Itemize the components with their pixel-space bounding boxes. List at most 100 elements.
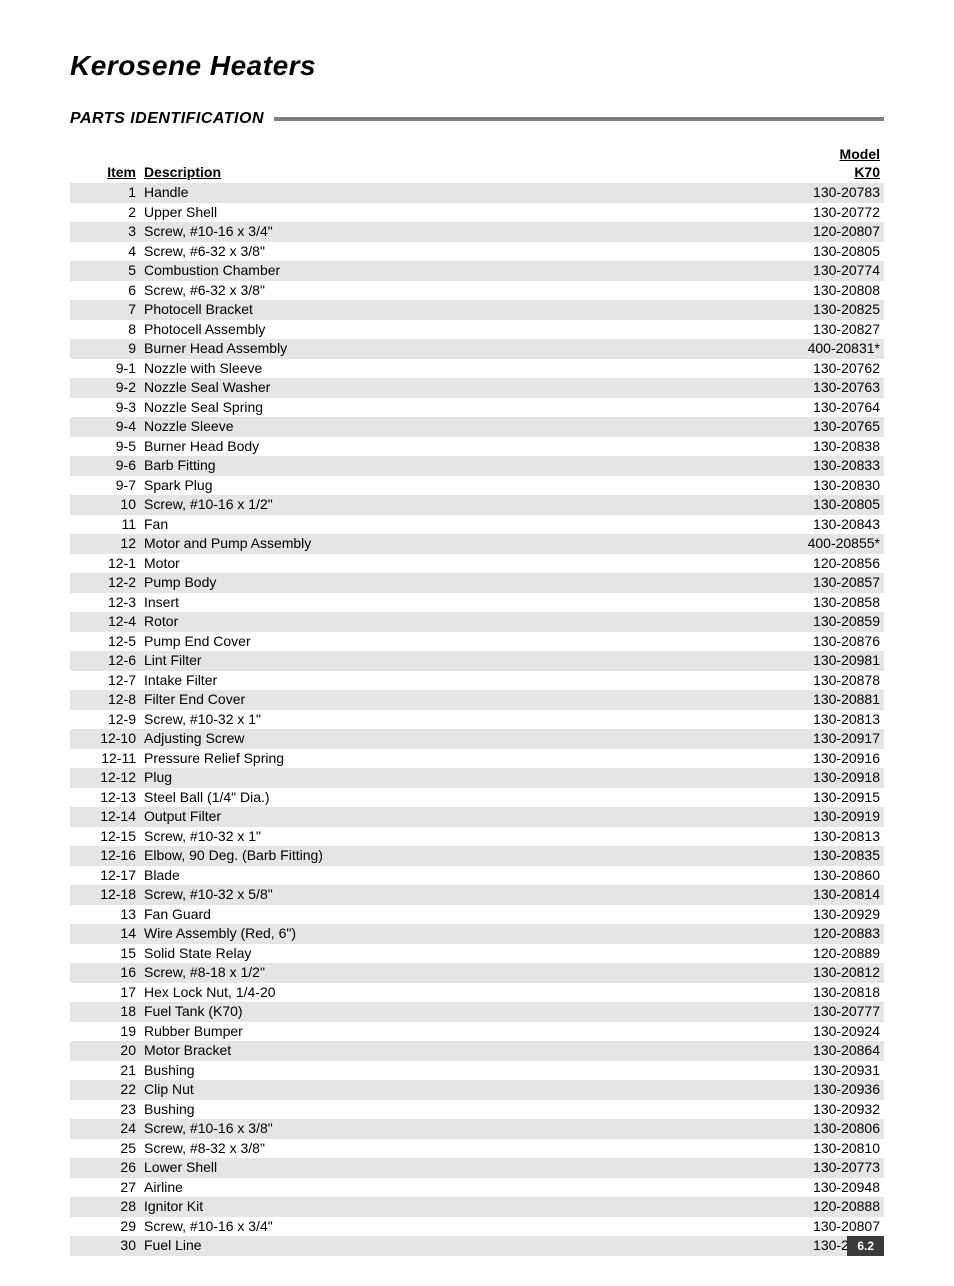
table-row: 12-12Plug130-20918 [70, 768, 884, 788]
cell-item: 9-2 [70, 378, 140, 398]
cell-item: 19 [70, 1022, 140, 1042]
cell-model: 130-20917 [764, 729, 884, 749]
cell-description: Lower Shell [140, 1158, 764, 1178]
cell-description: Airline [140, 1178, 764, 1198]
cell-model: 130-20762 [764, 359, 884, 379]
cell-description: Nozzle with Sleeve [140, 359, 764, 379]
table-row: 12-17Blade130-20860 [70, 866, 884, 886]
cell-model: 130-20764 [764, 398, 884, 418]
page-number: 6.2 [857, 1239, 874, 1253]
cell-description: Plug [140, 768, 764, 788]
cell-item: 9 [70, 339, 140, 359]
table-row: 9-1Nozzle with Sleeve130-20762 [70, 359, 884, 379]
table-row: 9-4Nozzle Sleeve130-20765 [70, 417, 884, 437]
cell-model: 130-20814 [764, 885, 884, 905]
parts-table: Item Description Model K70 1Handle130-20… [70, 146, 884, 1256]
table-row: 12-6Lint Filter130-20981 [70, 651, 884, 671]
table-row: 22Clip Nut130-20936 [70, 1080, 884, 1100]
cell-item: 9-6 [70, 456, 140, 476]
table-row: 9Burner Head Assembly400-20831* [70, 339, 884, 359]
cell-model: 130-20807 [764, 1217, 884, 1237]
cell-description: Screw, #10-16 x 1/2" [140, 495, 764, 515]
cell-model: 130-20838 [764, 437, 884, 457]
cell-description: Screw, #10-16 x 3/4" [140, 1217, 764, 1237]
cell-model: 130-20878 [764, 671, 884, 691]
cell-item: 14 [70, 924, 140, 944]
cell-model: 130-20774 [764, 261, 884, 281]
cell-description: Pump Body [140, 573, 764, 593]
cell-description: Combustion Chamber [140, 261, 764, 281]
cell-model: 130-20833 [764, 456, 884, 476]
cell-description: Screw, #10-32 x 5/8" [140, 885, 764, 905]
cell-model: 130-20924 [764, 1022, 884, 1042]
cell-description: Bushing [140, 1061, 764, 1081]
cell-item: 12-13 [70, 788, 140, 808]
cell-description: Screw, #6-32 x 3/8" [140, 281, 764, 301]
cell-model: 130-20818 [764, 983, 884, 1003]
cell-model: 400-20855* [764, 534, 884, 554]
cell-description: Fuel Tank (K70) [140, 1002, 764, 1022]
cell-description: Output Filter [140, 807, 764, 827]
cell-model: 130-20932 [764, 1100, 884, 1120]
cell-model: 130-20805 [764, 242, 884, 262]
cell-description: Rotor [140, 612, 764, 632]
cell-model: 130-20929 [764, 905, 884, 925]
table-row: 12-7Intake Filter130-20878 [70, 671, 884, 691]
cell-model: 130-20805 [764, 495, 884, 515]
cell-description: Nozzle Seal Washer [140, 378, 764, 398]
table-row: 12-16Elbow, 90 Deg. (Barb Fitting)130-20… [70, 846, 884, 866]
cell-item: 6 [70, 281, 140, 301]
cell-item: 12-1 [70, 554, 140, 574]
cell-item: 16 [70, 963, 140, 983]
table-row: 27Airline130-20948 [70, 1178, 884, 1198]
cell-description: Screw, #6-32 x 3/8" [140, 242, 764, 262]
cell-item: 12-9 [70, 710, 140, 730]
cell-description: Solid State Relay [140, 944, 764, 964]
cell-model: 130-20810 [764, 1139, 884, 1159]
cell-description: Screw, #10-32 x 1" [140, 710, 764, 730]
table-row: 8Photocell Assembly130-20827 [70, 320, 884, 340]
table-row: 7Photocell Bracket130-20825 [70, 300, 884, 320]
cell-item: 9-1 [70, 359, 140, 379]
cell-description: Intake Filter [140, 671, 764, 691]
cell-item: 18 [70, 1002, 140, 1022]
cell-model: 130-20808 [764, 281, 884, 301]
table-row: 1Handle130-20783 [70, 183, 884, 203]
cell-item: 10 [70, 495, 140, 515]
cell-description: Motor Bracket [140, 1041, 764, 1061]
parts-table-body: 1Handle130-207832Upper Shell130-207723Sc… [70, 183, 884, 1256]
cell-item: 12-3 [70, 593, 140, 613]
table-row: 21Bushing130-20931 [70, 1061, 884, 1081]
cell-item: 12-4 [70, 612, 140, 632]
table-row: 9-5Burner Head Body130-20838 [70, 437, 884, 457]
cell-item: 24 [70, 1119, 140, 1139]
table-row: 14Wire Assembly (Red, 6")120-20883 [70, 924, 884, 944]
cell-description: Fan [140, 515, 764, 535]
section-heading: PARTS IDENTIFICATION [70, 110, 274, 128]
cell-description: Burner Head Assembly [140, 339, 764, 359]
cell-model: 130-20827 [764, 320, 884, 340]
cell-item: 12-16 [70, 846, 140, 866]
table-row: 12-14Output Filter130-20919 [70, 807, 884, 827]
table-row: 26Lower Shell130-20773 [70, 1158, 884, 1178]
table-row: 4Screw, #6-32 x 3/8"130-20805 [70, 242, 884, 262]
table-row: 12-4Rotor130-20859 [70, 612, 884, 632]
cell-item: 27 [70, 1178, 140, 1198]
cell-description: Clip Nut [140, 1080, 764, 1100]
cell-item: 12-5 [70, 632, 140, 652]
cell-model: 130-20948 [764, 1178, 884, 1198]
cell-item: 9-5 [70, 437, 140, 457]
cell-model: 130-20858 [764, 593, 884, 613]
cell-description: Elbow, 90 Deg. (Barb Fitting) [140, 846, 764, 866]
cell-description: Screw, #8-18 x 1/2" [140, 963, 764, 983]
cell-item: 11 [70, 515, 140, 535]
cell-description: Blade [140, 866, 764, 886]
cell-item: 23 [70, 1100, 140, 1120]
cell-model: 130-20773 [764, 1158, 884, 1178]
table-row: 20Motor Bracket130-20864 [70, 1041, 884, 1061]
cell-model: 130-20813 [764, 827, 884, 847]
table-row: 12-10Adjusting Screw130-20917 [70, 729, 884, 749]
table-row: 12-13Steel Ball (1/4" Dia.)130-20915 [70, 788, 884, 808]
cell-description: Screw, #10-16 x 3/4" [140, 222, 764, 242]
table-row: 9-2Nozzle Seal Washer130-20763 [70, 378, 884, 398]
